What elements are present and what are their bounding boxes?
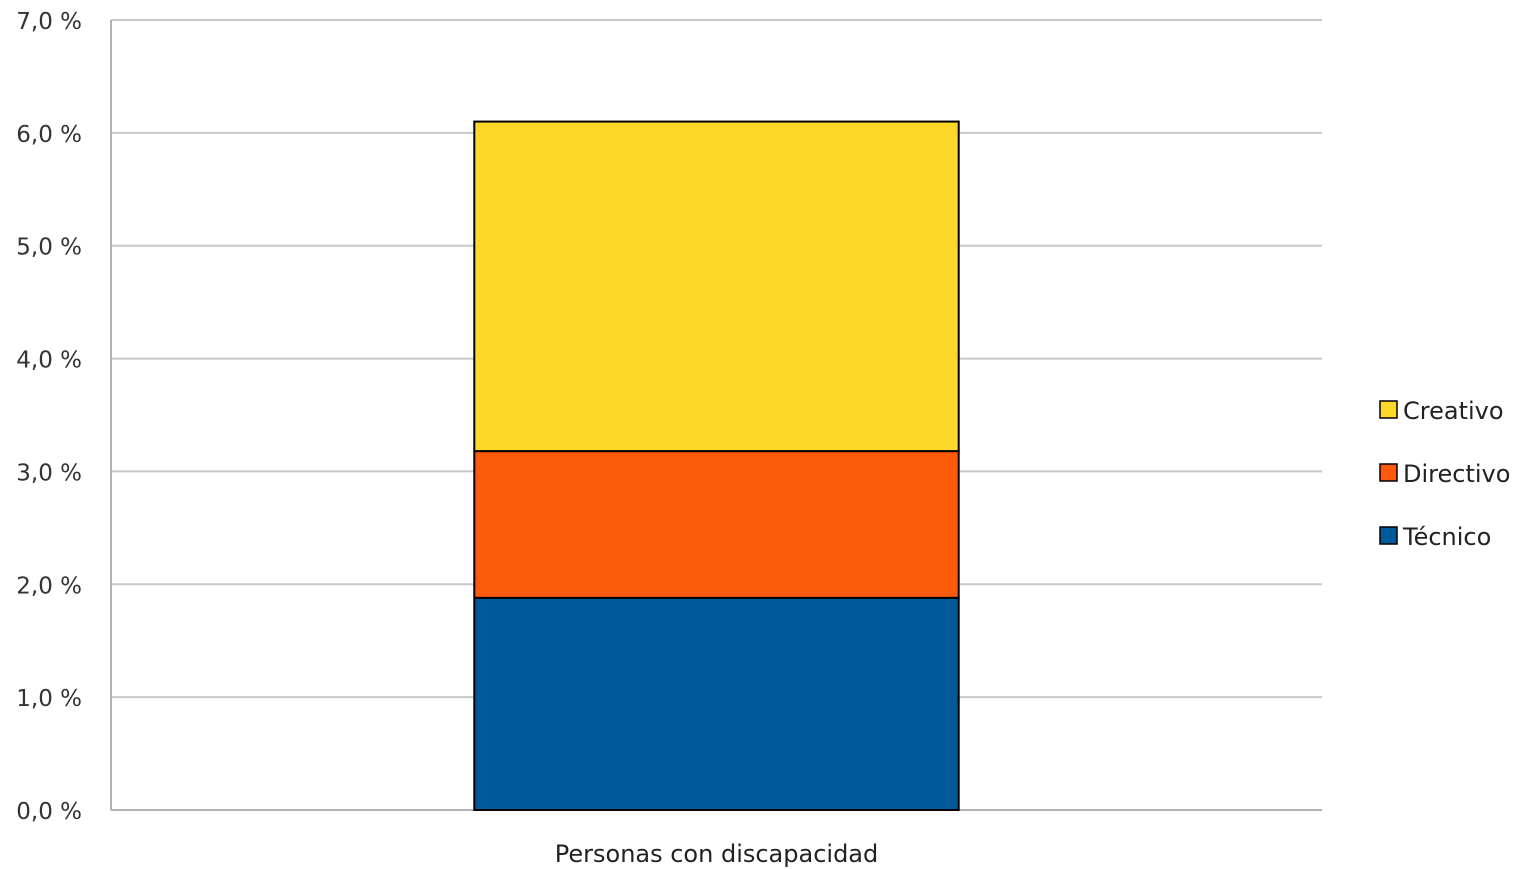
y-tick-label: 6,0 % — [16, 122, 82, 148]
y-tick-label: 0,0 % — [16, 799, 82, 825]
legend-swatch-creativo — [1379, 400, 1398, 419]
bar-segment-creativo — [473, 120, 960, 453]
y-tick-label: 1,0 % — [16, 686, 82, 712]
y-tick-label: 2,0 % — [16, 573, 82, 599]
legend: Creativo Directivo Técnico — [1379, 397, 1510, 551]
legend-swatch-directivo — [1379, 463, 1398, 482]
legend-label-creativo: Creativo — [1403, 397, 1504, 425]
y-tick-label: 3,0 % — [16, 460, 82, 486]
y-axis-tick-labels: 0,0 % 1,0 % 2,0 % 3,0 % 4,0 % 5,0 % 6,0 % 7,0 % — [16, 9, 82, 825]
x-axis-category-labels: Personas con discapacidad — [555, 840, 879, 868]
bar-segment-tecnico — [473, 596, 960, 811]
y-tick-label: 7,0 % — [16, 9, 82, 35]
x-category-label: Personas con discapacidad — [555, 840, 879, 868]
bar-segment-directivo — [473, 450, 960, 599]
legend-label-directivo: Directivo — [1403, 460, 1510, 488]
legend-label-tecnico: Técnico — [1402, 523, 1491, 551]
y-tick-label: 4,0 % — [16, 348, 82, 374]
y-tick-label: 5,0 % — [16, 235, 82, 261]
legend-swatch-tecnico — [1379, 526, 1398, 545]
bar-segments — [473, 120, 960, 811]
